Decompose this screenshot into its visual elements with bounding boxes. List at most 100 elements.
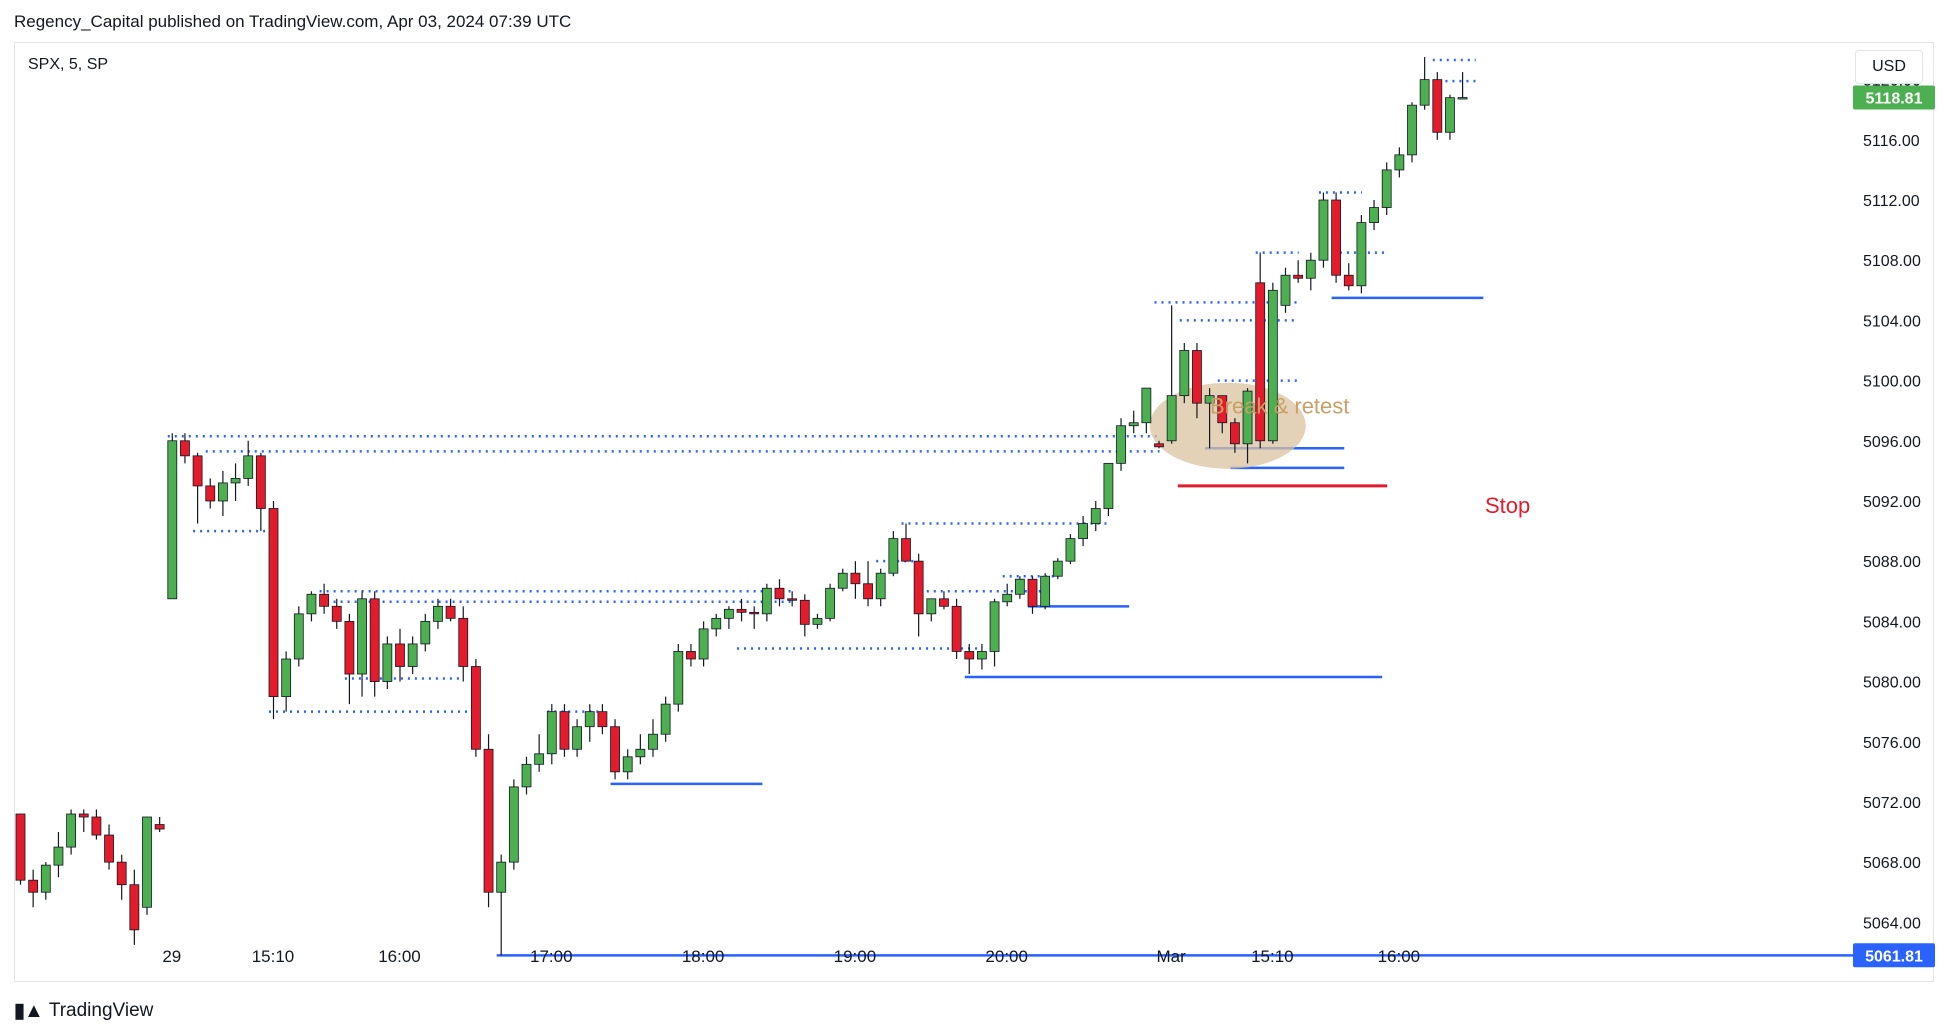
candle-body: [812, 617, 823, 625]
publisher-line: Regency_Capital published on TradingView…: [14, 12, 572, 31]
candle-body: [1381, 169, 1392, 208]
time-tick-label: 18:00: [682, 947, 725, 966]
candle-body: [142, 816, 152, 908]
candle-body: [1166, 395, 1177, 442]
candle-body: [66, 813, 76, 848]
last-price-label: 5118.81: [1866, 91, 1923, 108]
candle-body: [1014, 578, 1025, 595]
candle-body: [622, 756, 633, 773]
candle-body: [584, 711, 595, 728]
candle-body: [711, 617, 722, 630]
candle-body: [610, 726, 620, 773]
candle-body: [534, 753, 545, 765]
candle-body: [724, 608, 734, 619]
price-tick-label: 5084.00: [1863, 614, 1921, 631]
candle-body: [154, 824, 165, 830]
candle-body: [331, 605, 342, 622]
break-retest-highlight: [1149, 382, 1306, 469]
candle-body: [1204, 395, 1215, 404]
candle-body: [597, 711, 608, 728]
candle-body: [243, 455, 254, 479]
chart-frame: [14, 42, 1934, 982]
candle-body: [344, 620, 355, 675]
candle-body: [1280, 274, 1291, 306]
price-tick-label: 5068.00: [1863, 855, 1921, 872]
price-tick-label: 5096.00: [1863, 434, 1921, 451]
candle-body: [1255, 282, 1266, 442]
candle-body: [1103, 462, 1114, 509]
candle-body: [1065, 538, 1076, 562]
candle-body: [28, 879, 39, 893]
time-tick-label: Mar: [1157, 947, 1187, 966]
time-tick-label: 15:10: [252, 947, 295, 966]
candle-body: [255, 455, 266, 509]
time-tick-label: 15:10: [1251, 947, 1294, 966]
annotations: Break & retest Stop: [1210, 394, 1530, 518]
tradingview-logo-icon: ▮▲: [14, 1000, 44, 1022]
candle-body: [433, 605, 443, 622]
time-tick-label: 16:00: [1378, 947, 1421, 966]
candle-body: [306, 593, 317, 615]
candle-body: [40, 864, 51, 893]
candle-body: [420, 620, 431, 645]
time-tick-label: 19:00: [834, 947, 877, 966]
candle-body: [91, 816, 102, 836]
candle-body: [1369, 207, 1379, 223]
candle-body: [395, 643, 405, 667]
candle-body: [1128, 422, 1139, 427]
candle-body: [180, 440, 190, 457]
candle-body: [268, 508, 279, 698]
candle-body: [888, 538, 899, 574]
currency-button[interactable]: USD: [1855, 50, 1923, 84]
candle-body: [951, 605, 962, 652]
price-axis: 5064.00 5068.00 5072.00 5076.00 5080.00 5084.…: [1863, 73, 1921, 933]
candle-body: [875, 572, 886, 600]
candle-body: [357, 598, 367, 675]
price-tick-label: 5064.00: [1863, 915, 1921, 932]
candle-body: [964, 651, 975, 660]
candle-body: [1318, 199, 1329, 261]
price-tick-label: 5076.00: [1863, 735, 1921, 752]
candle-body: [205, 485, 216, 502]
low-price-label: 5061.81: [1865, 948, 1923, 965]
symbol-line[interactable]: SPX, 5, SP: [28, 56, 109, 73]
candle-body: [167, 440, 178, 600]
price-tick-label: 5088.00: [1863, 554, 1921, 571]
candle-body: [78, 813, 89, 818]
candle-body: [1394, 154, 1405, 171]
candle-body: [116, 861, 127, 886]
candle-body: [1419, 79, 1430, 106]
candle-body: [407, 643, 418, 667]
candle-body: [53, 846, 64, 866]
candle-body: [863, 583, 873, 600]
candle-body: [977, 651, 987, 660]
candle-body: [470, 666, 481, 750]
time-tick-label: 17:00: [530, 947, 573, 966]
candle-body: [660, 703, 671, 735]
candle-body: [217, 482, 228, 502]
candle-body: [913, 560, 924, 615]
candle-body: [1040, 575, 1051, 607]
candle-body: [1432, 79, 1443, 133]
candles: [15, 57, 1468, 956]
candle-body: [989, 601, 1000, 652]
candle-body: [1116, 425, 1126, 464]
stop-label: Stop: [1485, 493, 1530, 518]
candle-body: [1267, 289, 1278, 442]
candle-body: [546, 711, 557, 755]
candle-body: [673, 651, 684, 705]
price-tick-label: 5080.00: [1863, 675, 1921, 692]
candle-body: [787, 598, 798, 601]
candle-body: [458, 617, 469, 667]
candle-body: [369, 598, 380, 682]
tradingview-brand[interactable]: ▮▲ TradingView: [14, 998, 153, 1023]
low-price-tag: [1853, 943, 1935, 968]
candle-body: [698, 628, 709, 660]
price-tick-label: 5116.00: [1863, 133, 1920, 150]
annotation-background: [1149, 382, 1306, 469]
candle-body: [1179, 350, 1190, 397]
candle-body: [1331, 199, 1341, 276]
candle-body: [1407, 104, 1417, 156]
candle-body: [1457, 97, 1468, 100]
